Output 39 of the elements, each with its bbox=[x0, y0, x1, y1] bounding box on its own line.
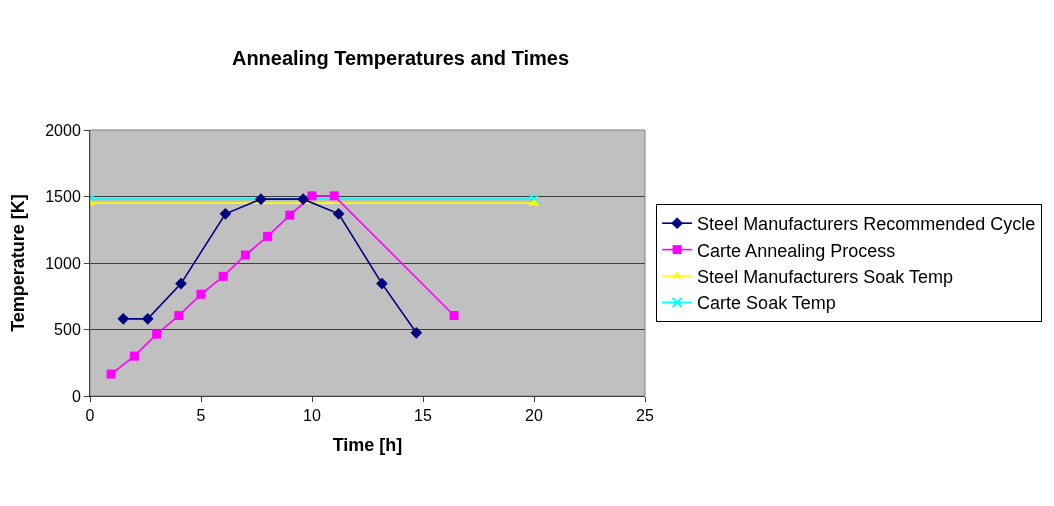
point bbox=[106, 369, 116, 379]
y-tick-label: 2000 bbox=[45, 121, 81, 139]
y-tick-label: 1500 bbox=[45, 188, 81, 206]
y-tick-label: 0 bbox=[71, 387, 81, 405]
point bbox=[263, 231, 273, 241]
x-axis-title: Time [h] bbox=[332, 435, 403, 456]
point bbox=[376, 277, 388, 290]
point bbox=[141, 313, 154, 325]
point bbox=[307, 191, 317, 201]
point bbox=[329, 191, 339, 201]
point bbox=[175, 277, 187, 290]
x-tick-label: 25 bbox=[636, 407, 654, 425]
point bbox=[152, 329, 162, 339]
y-tick-label: 500 bbox=[54, 321, 81, 339]
point bbox=[129, 351, 139, 361]
legend-label: Steel Manufacturers Soak Temp bbox=[697, 267, 953, 288]
point bbox=[117, 313, 130, 325]
point bbox=[410, 326, 423, 339]
point bbox=[240, 250, 250, 260]
x-tick-label: 10 bbox=[303, 407, 321, 425]
point bbox=[449, 311, 459, 321]
point bbox=[196, 289, 206, 299]
legend-label: Steel Manufacturers Recommended Cycle bbox=[697, 214, 1036, 235]
point bbox=[297, 193, 309, 206]
legend-label: Carte Annealing Process bbox=[697, 240, 896, 261]
y-tick-label: 1000 bbox=[45, 254, 81, 272]
x-tick-label: 15 bbox=[414, 407, 432, 425]
point bbox=[174, 311, 184, 321]
point bbox=[219, 207, 232, 220]
x-tick-label: 20 bbox=[525, 407, 543, 425]
point bbox=[285, 210, 295, 220]
legend-label: Carte Soak Temp bbox=[697, 293, 836, 314]
point bbox=[332, 207, 345, 220]
y-axis-title: Temperature [K] bbox=[8, 194, 29, 332]
point bbox=[255, 193, 267, 206]
x-tick-label: 0 bbox=[85, 407, 95, 425]
point bbox=[218, 271, 228, 281]
x-tick-label: 5 bbox=[196, 407, 206, 425]
chart-title: Annealing Temperatures and Times bbox=[231, 46, 570, 69]
